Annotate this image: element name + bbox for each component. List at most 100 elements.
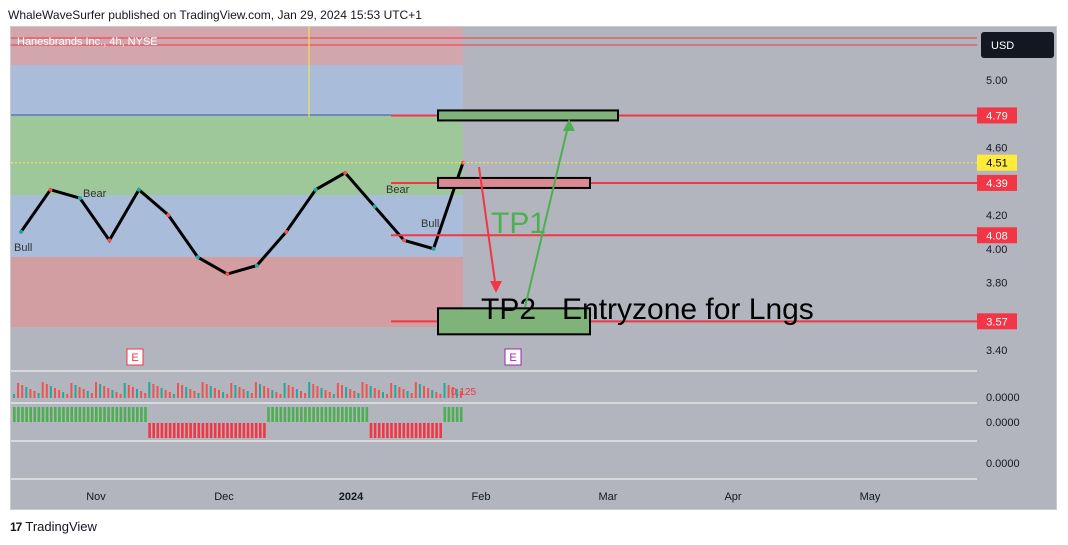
zone-green [11,115,463,195]
volume-bar [78,387,81,398]
x-tick-label: Apr [724,491,741,503]
momentum-bar [168,423,172,438]
volume-bar [33,391,36,398]
momentum-bar [41,407,45,422]
level-tag [977,174,1017,191]
zone-top [11,27,463,65]
volume-bar [164,390,167,398]
volume-bar [136,389,138,398]
momentum-bar [181,423,184,438]
momentum-bar [259,423,262,438]
earnings-marker-2 [504,348,522,366]
volume-bar [152,384,155,398]
volume-bar [86,391,89,398]
y-tick-label: 4.00 [986,244,1007,256]
price-point [313,187,318,192]
momentum-bar [25,407,28,422]
price-point [343,170,348,175]
momentum-bar [103,407,106,422]
volume-bar [418,384,421,398]
momentum-bar [49,407,53,422]
momentum-bar [115,407,119,422]
momentum-bar [230,423,233,438]
chart-frame: 4.79 4.51 4.39 4.08 3.57 TP1 TP2 Entryzone for … [10,26,1057,510]
volume-bar [324,390,327,398]
volume-bar [353,391,356,398]
momentum-bar [172,423,176,438]
volume-bar [21,385,24,398]
price-point [195,255,200,260]
footer: 17 TradingView [10,519,97,534]
momentum-bar [275,407,278,422]
price-point [284,229,289,234]
x-tick-label: Mar [599,491,618,503]
momentum-bar [435,423,438,438]
momentum-bar [406,423,410,438]
volume-bar [181,385,184,398]
volume-bar [29,389,32,398]
momentum-bar [193,423,196,438]
x-tick-label: Nov [86,491,106,503]
zone-red [11,257,463,327]
volume-bar [406,391,409,398]
momentum-bar [164,423,168,438]
volume-bar [140,391,143,398]
momentum-bar [246,423,250,438]
y-tick-label: 3.80 [986,278,1007,290]
momentum-bar [263,423,266,438]
volume-bar [291,387,294,398]
momentum-bar [58,407,61,422]
momentum-bar [222,423,225,438]
chart-title: Hanesbrands Inc., 4h, NYSE [17,36,158,48]
price-point [48,187,53,192]
volume-bar [90,393,93,398]
volume-label: 0.125 [451,387,476,398]
volume-bar [246,391,249,398]
x-tick-label: Feb [472,491,491,503]
momentum-bar [185,423,188,438]
momentum-bar [398,423,401,438]
volume-bar [427,388,430,398]
volume-bar [382,392,384,398]
x-tick-label: May [860,491,881,503]
momentum-bar [234,423,237,438]
level-tag-label: 4.79 [986,110,1007,122]
footer-brand: TradingView [25,519,97,534]
y-tick-label: 4.20 [986,210,1007,222]
level-tag-label: 3.57 [986,316,1007,328]
momentum-bar [119,407,123,422]
volume-bar [234,385,237,398]
volume-bar [41,382,44,398]
momentum-bar [357,407,360,422]
volume-bar [263,386,266,398]
volume-bar [365,384,368,398]
volume-bar [197,393,200,398]
momentum-bar [238,423,242,438]
volume-bar [25,387,28,398]
earnings-marker [126,348,144,366]
momentum-bar [308,407,311,422]
volume-bar [99,384,102,398]
momentum-bar [295,407,299,422]
volume-bar [308,382,311,398]
momentum-bar [152,423,155,438]
volume-bar [193,391,196,398]
volume-bar [357,393,360,398]
target-box [437,109,619,122]
volume-bar [115,392,118,398]
volume-bar [279,394,282,398]
volume-bar [172,394,175,398]
momentum-bar [336,407,340,422]
momentum-bar [201,423,205,438]
volume-bar [373,388,376,398]
resistance-box [437,176,591,189]
volume-bar [451,387,454,398]
volume-bar [148,382,151,398]
momentum-bar [353,407,356,422]
momentum-bar [205,423,209,438]
volume-bar [222,392,225,398]
volume-bar [402,389,405,398]
volume-bar [250,393,253,398]
momentum-bar [107,407,110,422]
